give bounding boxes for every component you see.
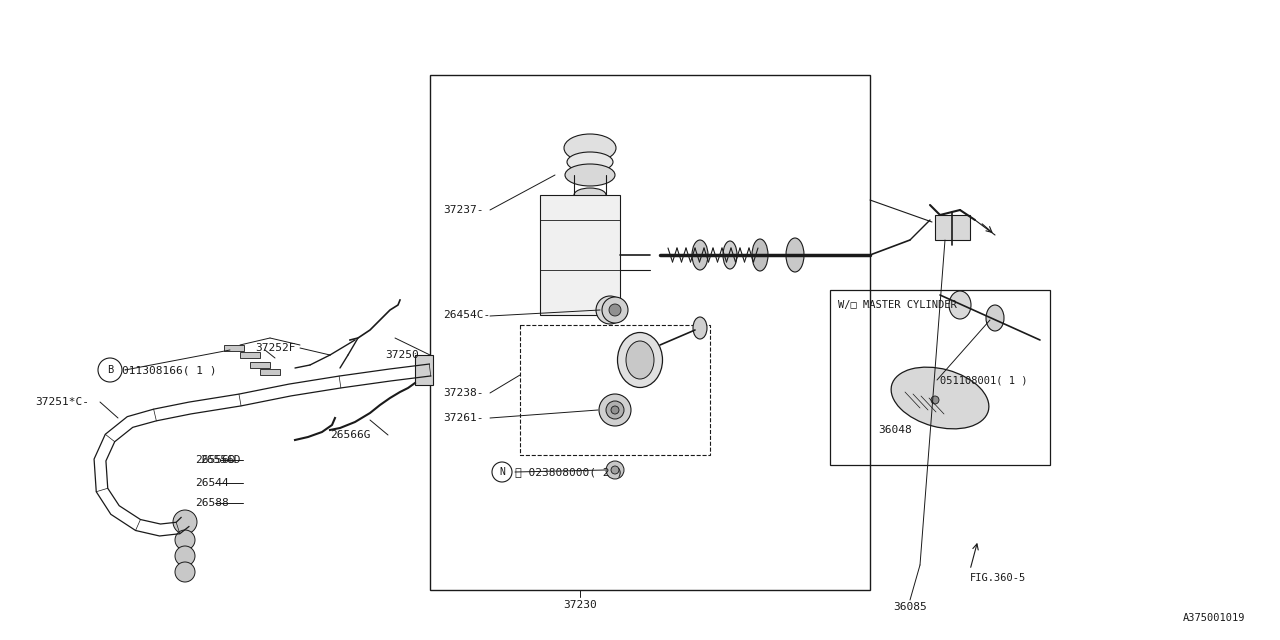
Text: 26566G: 26566G <box>330 430 370 440</box>
Text: 37252F: 37252F <box>255 343 296 353</box>
Circle shape <box>931 396 940 404</box>
Ellipse shape <box>626 341 654 379</box>
Circle shape <box>175 546 195 566</box>
Text: A375001019: A375001019 <box>1183 613 1245 623</box>
Bar <box>829 290 1050 465</box>
Bar <box>250 362 270 368</box>
Text: 37251*C-: 37251*C- <box>35 397 90 407</box>
Circle shape <box>173 510 197 534</box>
Text: 36085: 36085 <box>893 602 927 612</box>
Ellipse shape <box>567 152 613 172</box>
Text: 26556D: 26556D <box>200 455 241 465</box>
Ellipse shape <box>564 134 616 162</box>
Text: B: B <box>106 365 113 375</box>
Circle shape <box>599 394 631 426</box>
Text: 011308166( 1 ): 011308166( 1 ) <box>122 365 216 375</box>
Text: 37250: 37250 <box>385 350 419 360</box>
Text: 051108001( 1 ): 051108001( 1 ) <box>940 375 1028 385</box>
Circle shape <box>605 461 625 479</box>
Text: 37230: 37230 <box>563 600 596 610</box>
Text: 37237-: 37237- <box>443 205 484 215</box>
Bar <box>260 369 280 375</box>
Circle shape <box>596 296 625 324</box>
Circle shape <box>611 466 620 474</box>
Ellipse shape <box>753 239 768 271</box>
Text: 26454C-: 26454C- <box>443 310 490 320</box>
Circle shape <box>611 406 620 414</box>
Ellipse shape <box>564 164 614 186</box>
Ellipse shape <box>692 240 708 270</box>
Bar <box>224 345 244 351</box>
Text: 26588: 26588 <box>195 498 229 508</box>
Ellipse shape <box>573 188 605 202</box>
Circle shape <box>602 297 628 323</box>
Ellipse shape <box>891 367 989 429</box>
Ellipse shape <box>692 317 707 339</box>
Ellipse shape <box>986 305 1004 331</box>
Bar <box>540 195 620 315</box>
Text: W/□ MASTER CYLINDER: W/□ MASTER CYLINDER <box>838 300 956 310</box>
Ellipse shape <box>786 238 804 272</box>
Bar <box>934 215 970 240</box>
Text: Ⓝ 023808000( 2 ): Ⓝ 023808000( 2 ) <box>515 467 623 477</box>
Text: 37261-: 37261- <box>443 413 484 423</box>
Ellipse shape <box>948 291 972 319</box>
Text: 26544: 26544 <box>195 478 229 488</box>
Circle shape <box>175 530 195 550</box>
Bar <box>520 325 710 455</box>
Text: FIG.360-5: FIG.360-5 <box>970 573 1027 583</box>
Ellipse shape <box>723 241 737 269</box>
Circle shape <box>609 304 621 316</box>
Text: 36048: 36048 <box>878 425 911 435</box>
Bar <box>430 75 870 590</box>
Text: 26556D: 26556D <box>195 455 236 465</box>
Circle shape <box>603 303 617 317</box>
Text: 37238-: 37238- <box>443 388 484 398</box>
Circle shape <box>175 562 195 582</box>
Text: N: N <box>499 467 504 477</box>
Bar <box>241 352 260 358</box>
Circle shape <box>605 401 625 419</box>
Ellipse shape <box>617 333 663 387</box>
Bar <box>415 355 433 385</box>
